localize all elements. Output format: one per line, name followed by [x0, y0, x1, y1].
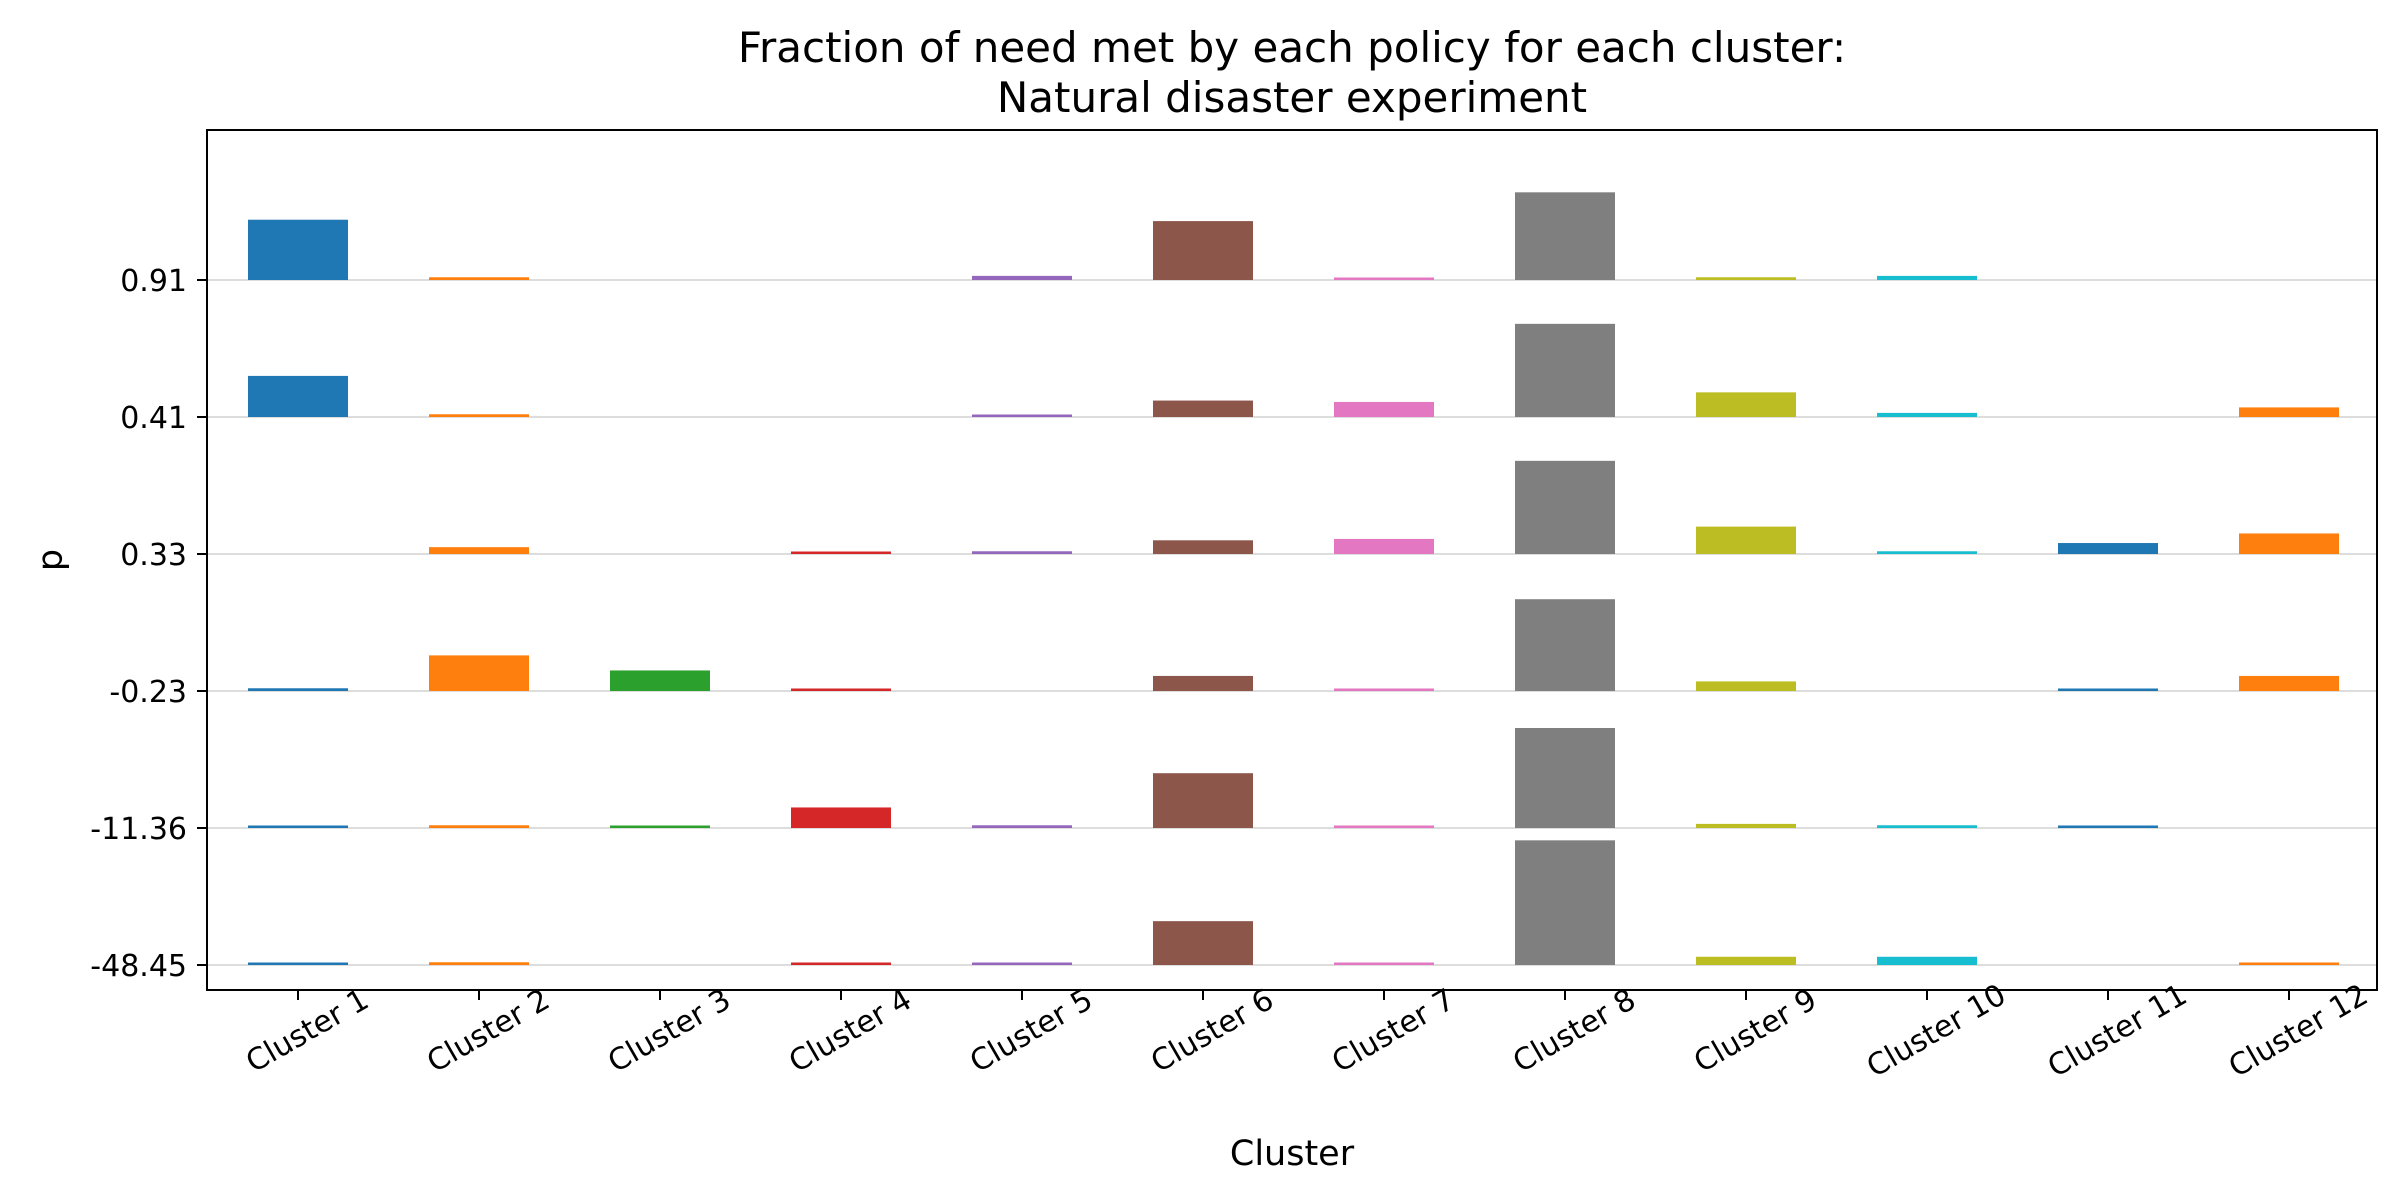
bar — [1696, 681, 1796, 691]
bar — [429, 277, 529, 280]
bar — [1515, 192, 1615, 280]
bar — [2239, 407, 2339, 417]
y-tick-label: 0.91 — [120, 264, 187, 299]
bar — [248, 375, 348, 417]
bar — [1515, 840, 1615, 965]
chart-title-line-2: Natural disaster experiment — [997, 73, 1587, 122]
bar — [429, 825, 529, 828]
bar — [429, 962, 529, 965]
bar — [2058, 688, 2158, 691]
grid-lines — [207, 279, 2377, 966]
plot-area-frame — [206, 129, 2378, 991]
bar — [1877, 551, 1977, 554]
bar — [791, 688, 891, 691]
bar — [1696, 956, 1796, 965]
bar — [1334, 538, 1434, 554]
chart-title-line-1: Fraction of need met by each policy for … — [738, 23, 1846, 72]
y-tick-label: -11.36 — [90, 812, 187, 847]
y-axis-ticks: 0.91 0.41 0.33 -0.23 -11.36 -48.45 — [90, 264, 207, 984]
bar — [791, 807, 891, 828]
bar — [1334, 962, 1434, 965]
y-tick-label: -0.23 — [109, 675, 187, 710]
bar — [1153, 221, 1253, 280]
bar — [1153, 400, 1253, 417]
bar — [1334, 277, 1434, 280]
bar — [610, 825, 710, 828]
bar — [1515, 599, 1615, 691]
bar — [1877, 275, 1977, 280]
bar — [610, 670, 710, 691]
bar — [2239, 962, 2339, 965]
bar — [972, 414, 1072, 417]
bar — [1515, 727, 1615, 828]
bar — [1334, 825, 1434, 828]
bar — [429, 414, 529, 417]
bar — [1334, 401, 1434, 417]
y-tick-label: 0.41 — [120, 401, 187, 436]
bar — [972, 551, 1072, 554]
bar — [429, 547, 529, 554]
bar — [1696, 277, 1796, 280]
bar — [429, 655, 529, 691]
bar — [972, 825, 1072, 828]
bar — [1153, 540, 1253, 554]
bar — [1153, 773, 1253, 828]
bar — [248, 962, 348, 965]
y-axis-label: p — [31, 549, 71, 571]
bar — [1153, 921, 1253, 965]
bar — [1696, 526, 1796, 554]
bar — [2058, 543, 2158, 554]
bar — [2239, 533, 2339, 554]
bar — [248, 688, 348, 691]
bar — [791, 551, 891, 554]
bar — [791, 962, 891, 965]
bar — [2239, 675, 2339, 691]
bar — [1877, 412, 1977, 417]
bar — [972, 962, 1072, 965]
bar — [1515, 460, 1615, 554]
bar — [248, 219, 348, 280]
bar — [1334, 688, 1434, 691]
bar — [1153, 675, 1253, 691]
y-tick-label: -48.45 — [90, 949, 187, 984]
bar — [1696, 823, 1796, 828]
bar — [2058, 825, 2158, 828]
bars — [248, 192, 2339, 965]
x-axis-label: Cluster — [1230, 1134, 1355, 1174]
y-tick-label: 0.33 — [120, 538, 187, 573]
bar — [1696, 392, 1796, 417]
bar — [248, 825, 348, 828]
bar — [972, 275, 1072, 280]
bar — [1877, 825, 1977, 828]
bar — [1877, 956, 1977, 965]
bar — [1515, 323, 1615, 417]
